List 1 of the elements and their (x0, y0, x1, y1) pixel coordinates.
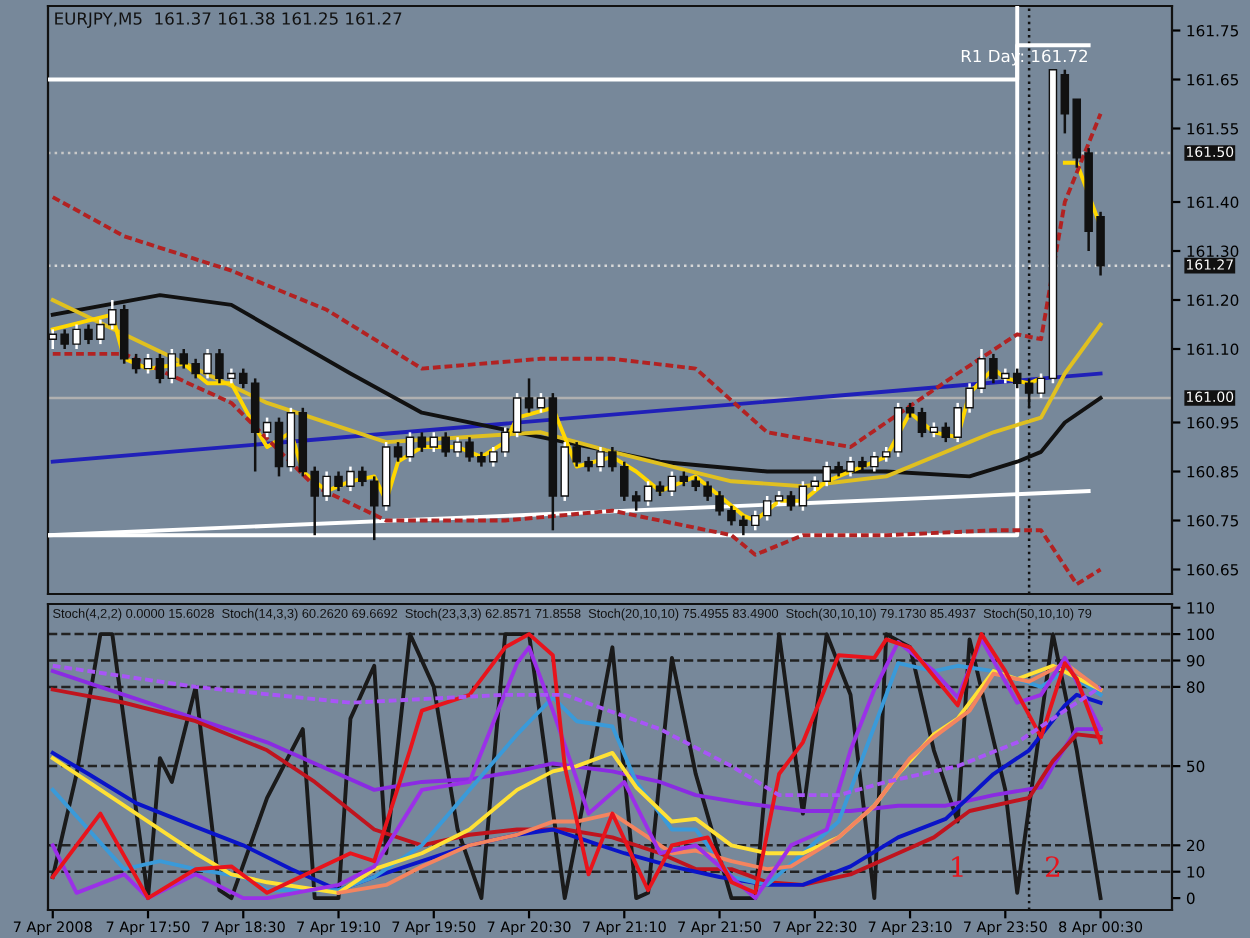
chart-title: EURJPY,M5 161.37 161.38 161.25 161.27 (55, 12, 402, 28)
